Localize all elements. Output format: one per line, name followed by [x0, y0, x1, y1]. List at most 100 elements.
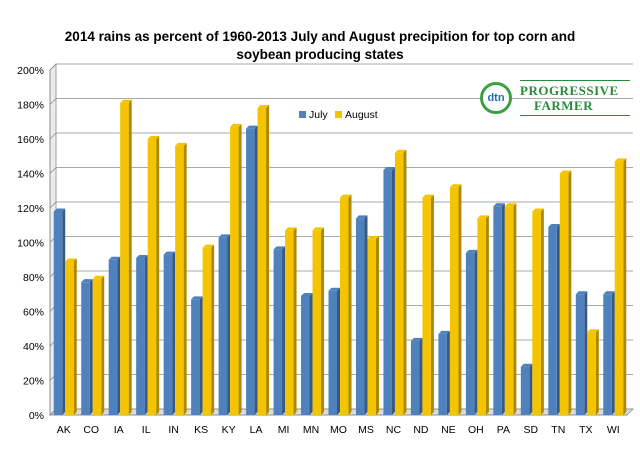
x-tick-label-nc: NC	[386, 424, 402, 436]
bar-july-il	[136, 258, 145, 415]
bar-august-tn	[559, 173, 569, 415]
y-tick-label: 20%	[23, 376, 44, 388]
bar-side-july-ks	[199, 296, 203, 415]
y-tick-label: 40%	[23, 341, 44, 353]
bar-top-august-la	[257, 104, 270, 108]
bar-side-august-mi	[293, 227, 297, 415]
bar-august-ky	[230, 126, 239, 416]
bar-top-july-la	[246, 125, 258, 129]
bar-side-august-la	[266, 104, 270, 415]
bar-side-august-mo	[348, 194, 352, 415]
bar-side-july-ia	[117, 256, 121, 415]
y-tick-label: 200%	[17, 65, 44, 77]
bar-side-august-tx	[595, 329, 599, 415]
x-tick-label-la: LA	[250, 424, 263, 436]
bar-side-july-nd	[419, 337, 423, 415]
y-tick-label: 60%	[23, 307, 44, 319]
bar-august-nc	[394, 152, 404, 416]
bar-top-august-ms	[367, 236, 379, 240]
legend: July August	[299, 109, 378, 121]
bar-top-august-ia	[120, 99, 132, 103]
bar-side-july-la	[254, 125, 258, 416]
bar-july-mi	[273, 249, 283, 415]
bar-top-august-ks	[202, 244, 215, 248]
bar-side-july-mi	[282, 246, 286, 415]
bar-top-july-oh	[465, 249, 478, 253]
bar-august-wi	[614, 161, 624, 415]
bar-top-august-nc	[394, 149, 407, 153]
bar-top-august-wi	[614, 158, 627, 162]
x-tick-label-tn: TN	[551, 424, 565, 436]
bar-side-july-nc	[391, 167, 395, 415]
bar-august-tx	[587, 332, 596, 415]
axes	[49, 70, 627, 416]
x-tick-label-oh: OH	[468, 424, 484, 436]
bar-july-ky	[218, 237, 228, 415]
bar-top-july-mn	[301, 292, 313, 296]
bar-july-co	[81, 282, 90, 415]
bar-top-august-in	[175, 142, 187, 146]
bar-top-july-nc	[383, 167, 395, 171]
bar-top-july-ia	[108, 256, 121, 260]
bar-july-wi	[603, 294, 612, 415]
bar-side-august-sd	[540, 208, 544, 415]
bar-july-nd	[410, 340, 420, 415]
bar-july-ne	[438, 333, 447, 415]
bar-july-mn	[301, 295, 310, 415]
bar-august-la	[257, 107, 267, 415]
bar-top-august-ne	[449, 184, 462, 188]
bar-top-july-tn	[548, 223, 560, 227]
y-tick-label: 140%	[17, 169, 44, 181]
bar-august-nd	[422, 197, 431, 415]
bar-side-august-oh	[485, 215, 489, 415]
logo-line1: PROGRESSIVE	[520, 83, 619, 98]
bar-top-july-in	[163, 251, 176, 255]
bar-july-ia	[108, 259, 118, 415]
bar-top-july-ne	[438, 330, 450, 334]
bar-top-july-ms	[355, 215, 368, 219]
bar-top-august-oh	[477, 215, 489, 219]
bar-side-july-tn	[556, 223, 560, 415]
bar-top-august-mn	[312, 227, 325, 231]
bar-august-ks	[202, 247, 212, 415]
bar-top-july-ak	[53, 208, 66, 212]
progressive-farmer-wordmark: PROGRESSIVE FARMER	[520, 80, 630, 116]
bar-side-july-il	[144, 255, 148, 415]
bar-july-oh	[465, 252, 475, 415]
bar-side-july-oh	[474, 249, 478, 415]
x-tick-label-sd: SD	[524, 424, 539, 436]
bar-august-mi	[285, 230, 294, 415]
bar-july-sd	[520, 366, 530, 415]
x-tick-label-mi: MI	[278, 424, 290, 436]
bar-side-august-wi	[623, 158, 627, 416]
chart-title: 2014 rains as percent of 1960-2013 July …	[64, 29, 576, 62]
x-tick-label-ms: MS	[358, 424, 374, 436]
bar-top-august-tn	[559, 170, 572, 174]
bar-july-tx	[575, 294, 585, 415]
legend-swatch-august	[335, 111, 342, 118]
bar-july-nc	[383, 170, 392, 415]
bar-top-august-ky	[230, 123, 242, 127]
x-tick-label-ky: KY	[222, 424, 236, 436]
y-tick-label: 0%	[29, 410, 44, 422]
bar-side-july-pa	[501, 203, 505, 415]
bar-side-july-mn	[309, 292, 313, 415]
bar-top-august-pa	[504, 203, 517, 207]
bar-side-august-ak	[73, 258, 77, 415]
x-tick-label-tx: TX	[579, 424, 592, 436]
bar-side-august-ky	[238, 123, 242, 416]
bar-side-august-in	[183, 142, 187, 415]
x-tick-label-ks: KS	[194, 424, 208, 436]
bar-side-august-ne	[458, 184, 462, 415]
bar-top-july-co	[81, 279, 93, 283]
bar-august-il	[147, 139, 157, 415]
bar-side-july-wi	[611, 291, 615, 415]
bar-side-august-nd	[430, 194, 434, 415]
legend-label-july: July	[309, 109, 328, 121]
legend-label-august: August	[345, 109, 378, 121]
bar-top-august-co	[92, 275, 105, 279]
bar-august-oh	[477, 218, 486, 415]
bar-side-august-ms	[375, 236, 379, 415]
x-tick-label-ia: IA	[114, 424, 124, 436]
bar-side-august-tn	[568, 170, 572, 415]
